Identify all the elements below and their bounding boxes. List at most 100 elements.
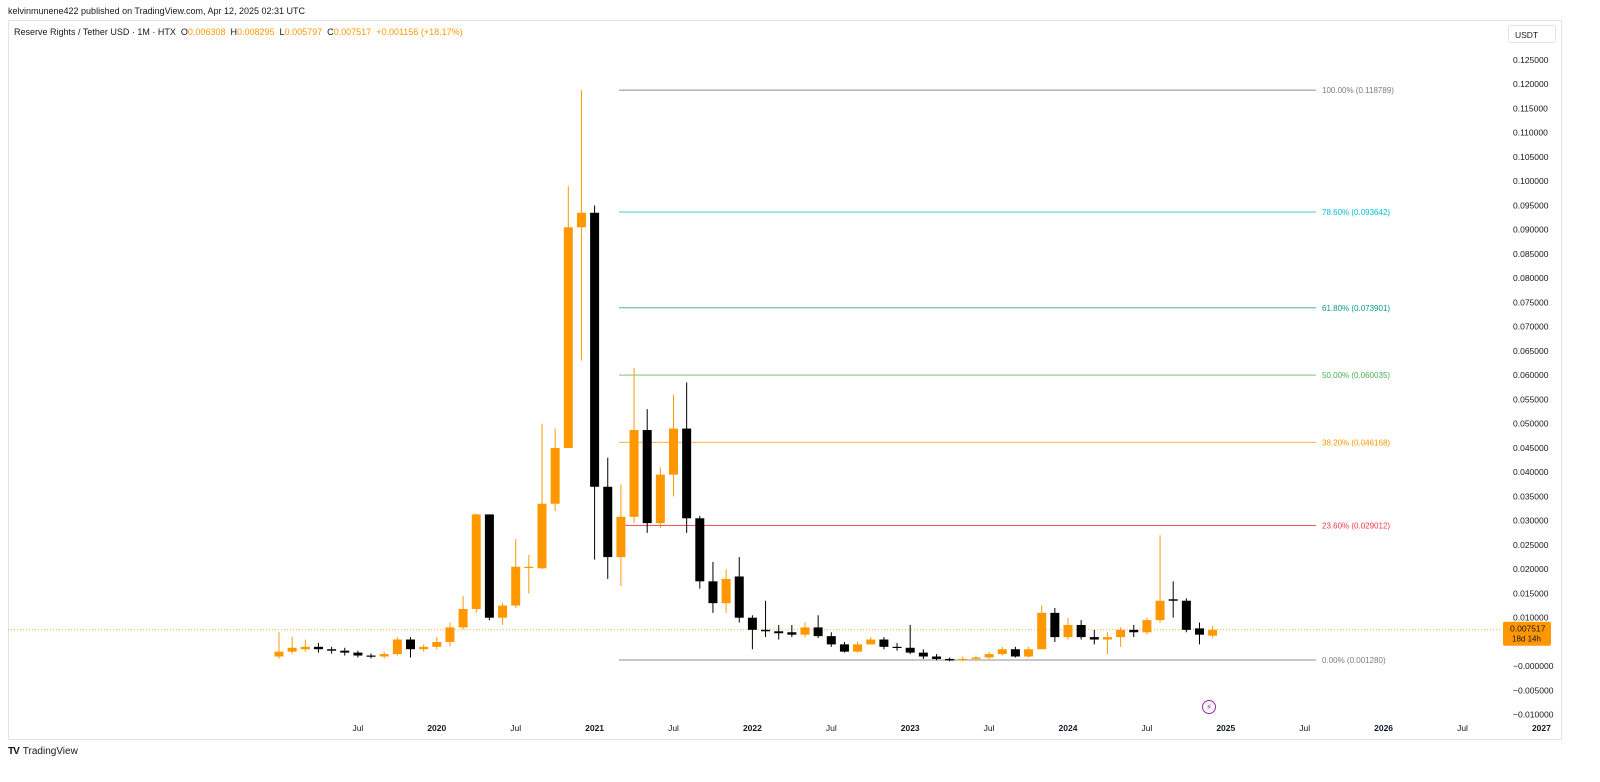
candle-body: [669, 428, 678, 475]
candle-body: [905, 647, 915, 653]
candle-body: [563, 227, 573, 448]
candle-body: [958, 658, 968, 661]
candle-body: [787, 632, 797, 635]
candle-body: [721, 578, 731, 604]
candle-body: [524, 566, 534, 568]
tradingview-logo-icon: TV: [8, 746, 20, 757]
candle-body: [747, 617, 757, 630]
last-price-value: 0.007517: [1510, 624, 1546, 634]
y-tick-label: 0.105000: [1513, 152, 1549, 162]
candle-body: [379, 654, 389, 657]
open-label: O: [180, 27, 188, 37]
y-tick-label: 0.090000: [1513, 225, 1549, 235]
candle-body: [498, 605, 508, 618]
last-price-countdown: 18d 14h: [1512, 635, 1541, 644]
y-tick-label: 0.035000: [1513, 491, 1549, 501]
candle-body: [300, 646, 310, 650]
low-value: 0.005797: [284, 27, 323, 37]
candle-body: [484, 514, 494, 618]
candle-body: [629, 430, 639, 517]
fib-level-label: 100.00% (0.118789): [1322, 86, 1394, 95]
chart-frame: [8, 20, 1562, 740]
candle-body: [576, 212, 586, 228]
y-tick-label: 0.120000: [1513, 79, 1549, 89]
candle-body: [1142, 620, 1152, 633]
candle-body: [1089, 637, 1099, 640]
candle-body: [287, 647, 297, 652]
candle-body: [1116, 629, 1126, 638]
x-tick-label: 2023: [901, 723, 920, 733]
currency-button[interactable]: USDT: [1508, 25, 1556, 43]
candle-body: [1050, 612, 1060, 638]
y-tick-label: 0.015000: [1513, 588, 1549, 598]
y-tick-label: 0.115000: [1513, 103, 1548, 113]
last-price-badge: [1503, 621, 1551, 646]
symbol-title[interactable]: Reserve Rights / Tether USD · 1M · HTX: [14, 27, 176, 37]
candle-body: [1010, 649, 1020, 657]
x-tick-label: 2027: [1532, 723, 1551, 733]
candle-body: [945, 658, 955, 661]
candle-body: [590, 212, 600, 487]
candle-body: [471, 514, 481, 609]
candle-body: [1181, 600, 1191, 630]
candle-body: [1208, 629, 1218, 636]
y-tick-label: 0.020000: [1513, 564, 1549, 574]
candle-body: [1024, 649, 1034, 657]
candle-body: [511, 566, 521, 606]
x-tick-label: 2022: [743, 723, 762, 733]
x-tick-label: Jul: [352, 723, 363, 733]
publisher-line: kelvinmunene422 published on TradingView…: [8, 6, 306, 16]
y-tick-label: −0.000000: [1513, 661, 1554, 671]
low-label: L: [279, 27, 285, 37]
y-tick-label: 0.060000: [1513, 370, 1549, 380]
close-value: 0.007517: [333, 27, 372, 37]
y-tick-label: 0.040000: [1513, 467, 1549, 477]
candle-body: [1102, 637, 1112, 640]
y-tick-label: −0.010000: [1513, 710, 1554, 720]
high-label: H: [230, 27, 237, 37]
candle-body: [1129, 629, 1139, 633]
candle-body: [984, 654, 994, 658]
y-tick-label: 0.055000: [1513, 394, 1549, 404]
x-tick-label: Jul: [984, 723, 995, 733]
x-tick-label: Jul: [1141, 723, 1152, 733]
candle-body: [419, 646, 429, 650]
x-tick-label: Jul: [510, 723, 521, 733]
candle-body: [1168, 599, 1178, 601]
y-tick-label: 0.010000: [1513, 613, 1549, 623]
y-tick-label: −0.005000: [1513, 685, 1554, 695]
lightning-icon[interactable]: ⚡: [1202, 700, 1216, 714]
x-tick-label: Jul: [668, 723, 679, 733]
close-label: C: [327, 27, 334, 37]
x-tick-label: 2020: [427, 723, 446, 733]
x-tick-label: Jul: [1299, 723, 1310, 733]
fib-level-label: 78.60% (0.093642): [1322, 208, 1390, 217]
open-value: 0.006308: [187, 27, 226, 37]
brand-name: TradingView: [22, 746, 78, 757]
y-tick-label: 0.125000: [1513, 55, 1549, 65]
fib-level-label: 38.20% (0.046168): [1322, 438, 1390, 447]
candle-body: [445, 627, 455, 642]
candle-body: [774, 631, 784, 634]
candle-body: [997, 649, 1007, 655]
change-value: +0.001156 (+18.17%): [376, 27, 463, 37]
x-tick-label: Jul: [1457, 723, 1468, 733]
x-tick-label: 2025: [1216, 723, 1235, 733]
x-tick-label: Jul: [826, 723, 837, 733]
candle-body: [274, 651, 284, 657]
candle-body: [353, 652, 363, 656]
y-tick-label: 0.100000: [1513, 176, 1549, 186]
y-tick-label: 0.095000: [1513, 200, 1549, 210]
y-tick-label: 0.025000: [1513, 540, 1549, 550]
fib-level-label: 50.00% (0.060035): [1322, 371, 1390, 380]
candle-body: [603, 486, 613, 558]
footer-brand[interactable]: TV TradingView: [8, 746, 78, 757]
y-tick-label: 0.075000: [1513, 297, 1549, 307]
y-tick-label: 0.045000: [1513, 443, 1549, 453]
candle-body: [761, 629, 771, 632]
y-tick-label: 0.070000: [1513, 322, 1549, 332]
x-tick-label: 2021: [585, 723, 604, 733]
candle-body: [708, 581, 718, 604]
candle-body: [892, 646, 902, 649]
